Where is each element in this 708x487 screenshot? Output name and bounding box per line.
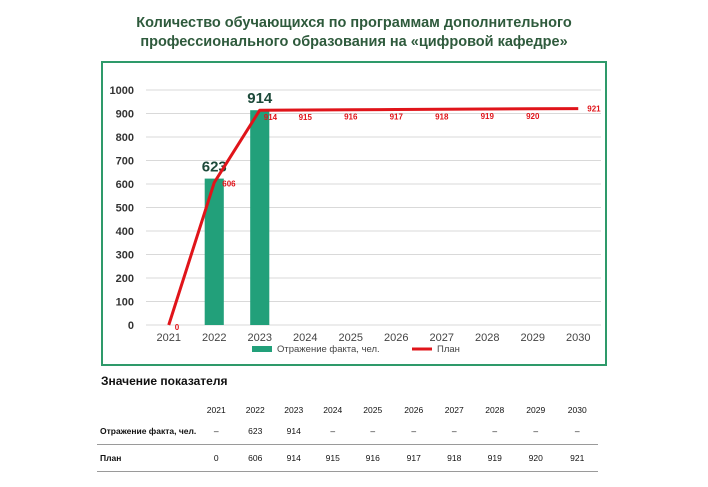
table-year: 2026 <box>404 404 424 415</box>
table-year: 2030 <box>567 404 587 415</box>
y-tick-label: 900 <box>116 109 134 121</box>
plan-data-label: 0 <box>175 323 180 332</box>
x-tick-label: 2027 <box>430 332 454 344</box>
table-year: 2027 <box>444 404 464 415</box>
table-row-plan: План 0 606 914 915 916 917 918 919 920 9… <box>97 444 599 472</box>
table-cell: – <box>556 418 599 445</box>
table-cell: – <box>352 418 394 445</box>
bar-data-label: 914 <box>247 90 273 107</box>
y-tick-label: 0 <box>128 320 134 332</box>
y-tick-label: 300 <box>116 250 134 262</box>
plan-data-label: 921 <box>587 105 601 114</box>
table-cell: 916 <box>352 444 394 472</box>
y-tick-label: 700 <box>116 156 134 168</box>
table-year: 2029 <box>526 404 546 415</box>
table-cell: – <box>474 418 516 445</box>
x-tick-label: 2024 <box>293 332 317 344</box>
chart-title-line-1: Количество обучающихся по программам доп… <box>136 15 572 31</box>
table-cell: – <box>434 418 475 445</box>
chart-svg: 0 100 200 300 400 500 600 700 800 900 1000 2021 2022… <box>110 85 602 355</box>
table-cell: 0 <box>196 444 237 472</box>
x-tick-label: 2022 <box>202 332 226 344</box>
table-cell: 917 <box>393 444 435 472</box>
chart-title-line-2: профессионального образования на «цифров… <box>140 34 568 50</box>
table-heading: Значение показателя <box>101 374 228 388</box>
table-cell: – <box>515 418 557 445</box>
table-row-fact: Отражение факта, чел. – 623 914 – – – – … <box>97 418 599 445</box>
table-year: 2022 <box>245 404 265 415</box>
chart-title: Количество обучающихся по программам доп… <box>0 14 708 52</box>
table-year: 2028 <box>485 404 505 415</box>
table-cell: – <box>313 418 353 445</box>
y-tick-label: 100 <box>116 297 134 309</box>
table-cell: 918 <box>434 444 475 472</box>
table-year: 2025 <box>363 404 383 415</box>
table-cell: – <box>393 418 435 445</box>
plan-data-label: 606 <box>222 180 236 189</box>
table-cell: 915 <box>313 444 353 472</box>
y-tick-label: 400 <box>116 226 134 238</box>
table-cell: 919 <box>474 444 516 472</box>
bar <box>204 178 224 325</box>
x-tick-label: 2030 <box>566 332 590 344</box>
y-tick-label: 200 <box>116 273 134 285</box>
x-tick-label: 2026 <box>384 332 408 344</box>
plan-data-label: 915 <box>299 113 313 122</box>
table-cell: 921 <box>556 444 599 472</box>
plan-data-label: 914 <box>264 113 278 122</box>
x-tick-label: 2021 <box>157 332 181 344</box>
values-table: 2021 2022 2023 2024 2025 2026 2027 2028 … <box>97 401 599 472</box>
bar <box>250 110 270 326</box>
plan-data-label: 917 <box>390 113 404 122</box>
plan-line <box>167 107 579 326</box>
legend-label-line: План <box>437 344 460 355</box>
legend-label-bar: Отражение факта, чел. <box>277 344 380 355</box>
x-tick-label: 2023 <box>248 332 272 344</box>
x-tick-label: 2029 <box>521 332 545 344</box>
y-tick-label: 600 <box>116 179 134 191</box>
y-tick-label: 1000 <box>110 85 134 97</box>
table-row-label: План <box>97 444 197 472</box>
table-cell: – <box>196 418 237 445</box>
table-year: 2021 <box>206 404 226 415</box>
table-cell: 914 <box>274 418 314 445</box>
legend-swatch-bar <box>252 346 272 352</box>
x-tick-label: 2025 <box>339 332 363 344</box>
y-tick-label: 800 <box>116 132 134 144</box>
table-cell: 920 <box>515 444 557 472</box>
table-year: 2024 <box>323 404 343 415</box>
table-year: 2023 <box>284 404 304 415</box>
table-row-label: Отражение факта, чел. <box>97 418 197 445</box>
x-tick-label: 2028 <box>475 332 499 344</box>
table-cell: 914 <box>274 444 314 472</box>
table-cell: 623 <box>236 418 275 445</box>
plan-data-label: 920 <box>526 112 540 121</box>
table-cell: 606 <box>236 444 275 472</box>
table-header-row: 2021 2022 2023 2024 2025 2026 2027 2028 … <box>97 401 598 418</box>
chart-frame: 0 100 200 300 400 500 600 700 800 900 1000 2021 2022… <box>101 61 607 366</box>
plan-data-label: 916 <box>344 113 358 122</box>
plan-data-label: 918 <box>435 112 449 121</box>
plan-data-label: 919 <box>481 112 495 121</box>
y-tick-label: 500 <box>116 203 134 215</box>
